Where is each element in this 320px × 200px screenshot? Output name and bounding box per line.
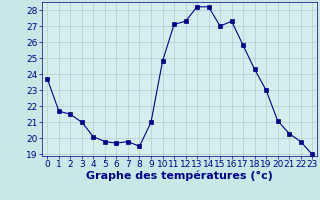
- X-axis label: Graphe des températures (°c): Graphe des températures (°c): [86, 171, 273, 181]
